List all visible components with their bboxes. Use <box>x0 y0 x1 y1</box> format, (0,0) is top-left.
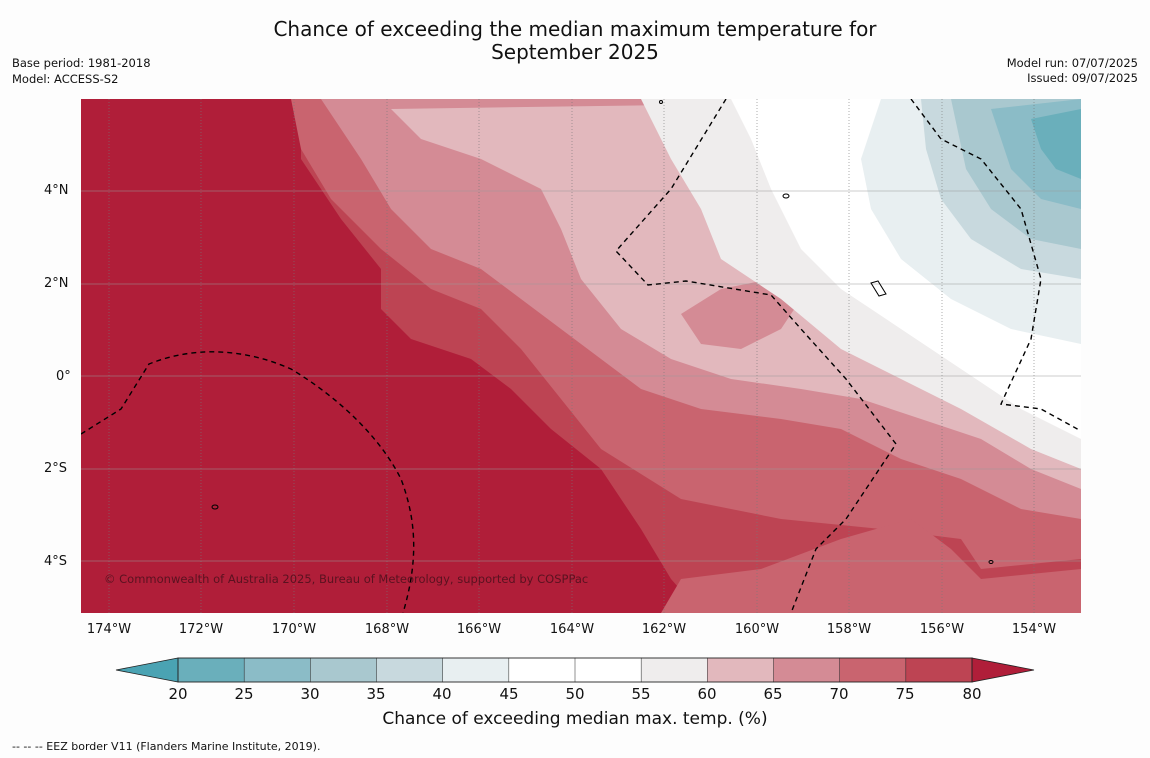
lat-label-2n: 2°N <box>44 276 69 291</box>
contour-65-70-patch <box>681 279 801 349</box>
lon-label-170w: 170°W <box>271 622 317 637</box>
colorbar-segment <box>905 657 973 683</box>
colorbar-segment <box>508 657 576 683</box>
colorbar-segment <box>442 657 510 683</box>
model-name: Model: ACCESS-S2 <box>12 72 119 86</box>
lon-label-166w: 166°W <box>456 622 502 637</box>
lat-label-0: 0° <box>56 369 71 384</box>
colorbar-tick-50: 50 <box>565 685 585 703</box>
meta-left: Base period: 1981-2018 Model: ACCESS-S2 <box>12 55 151 87</box>
colorbar-segment <box>707 657 775 683</box>
title-line-2: September 2025 <box>491 40 659 64</box>
lon-label-156w: 156°W <box>919 622 965 637</box>
lon-label-174w: 174°W <box>86 622 132 637</box>
island-2 <box>782 193 790 199</box>
chart-title: Chance of exceeding the median maximum t… <box>0 18 1150 64</box>
island-5 <box>659 100 663 104</box>
colorbar-label: Chance of exceeding median max. temp. (%… <box>382 709 768 729</box>
island-3 <box>870 280 887 297</box>
lon-label-160w: 160°W <box>734 622 780 637</box>
island-1 <box>211 504 219 510</box>
lat-label-4s: 4°S <box>44 554 68 569</box>
colorbar-tick-65: 65 <box>763 685 783 703</box>
colorbar-tick-70: 70 <box>829 685 849 703</box>
colorbar-segment <box>773 657 841 683</box>
lat-label-2s: 2°S <box>44 461 68 476</box>
lon-label-162w: 162°W <box>641 622 687 637</box>
colorbar-high-arrow <box>971 657 1035 683</box>
base-period: Base period: 1981-2018 <box>12 56 151 70</box>
probability-map <box>81 99 1081 613</box>
colorbar-segment <box>310 657 378 683</box>
colorbar-segment <box>243 657 312 683</box>
colorbar-tick-25: 25 <box>234 685 254 703</box>
lon-label-168w: 168°W <box>364 622 410 637</box>
lon-label-158w: 158°W <box>826 622 872 637</box>
lon-label-164w: 164°W <box>549 622 595 637</box>
eez-borders <box>81 99 1081 613</box>
colorbar-tick-20: 20 <box>168 685 188 703</box>
model-run: Model run: 07/07/2025 <box>1006 56 1138 70</box>
parallel-lines <box>81 190 1081 562</box>
colorbar-segment <box>839 657 907 683</box>
colorbar-tick-80: 80 <box>962 685 982 703</box>
copyright-notice: © Commonwealth of Australia 2025, Bureau… <box>104 572 589 586</box>
colorbar-tick-35: 35 <box>366 685 386 703</box>
colorbar-segments <box>177 657 973 683</box>
colorbar <box>115 657 1035 683</box>
island-4 <box>988 560 994 564</box>
colorbar-segment <box>640 657 709 683</box>
colorbar-frame <box>177 657 973 683</box>
colorbar-tick-30: 30 <box>300 685 320 703</box>
colorbar-segment <box>376 657 444 683</box>
colorbar-tick-60: 60 <box>697 685 717 703</box>
colorbar-segment <box>177 657 245 683</box>
eez-legend-note: -- -- -- EEZ border V11 (Flanders Marine… <box>12 740 321 753</box>
meta-right: Model run: 07/07/2025 Issued: 09/07/2025 <box>1007 56 1138 86</box>
islands <box>211 100 994 564</box>
issued-date: Issued: 09/07/2025 <box>1027 71 1138 85</box>
contour-70-75-south <box>661 519 1081 613</box>
colorbar-tick-45: 45 <box>499 685 519 703</box>
lon-label-154w: 154°W <box>1011 622 1057 637</box>
contour-20-25 <box>1031 109 1081 179</box>
lat-label-4n: 4°N <box>44 183 69 198</box>
colorbar-low-arrow <box>115 657 179 683</box>
lon-label-172w: 172°W <box>178 622 224 637</box>
colorbar-tick-55: 55 <box>631 685 651 703</box>
title-line-1: Chance of exceeding the median maximum t… <box>273 17 877 41</box>
colorbar-segment <box>574 657 642 683</box>
colorbar-tick-75: 75 <box>895 685 915 703</box>
colorbar-tick-40: 40 <box>432 685 452 703</box>
